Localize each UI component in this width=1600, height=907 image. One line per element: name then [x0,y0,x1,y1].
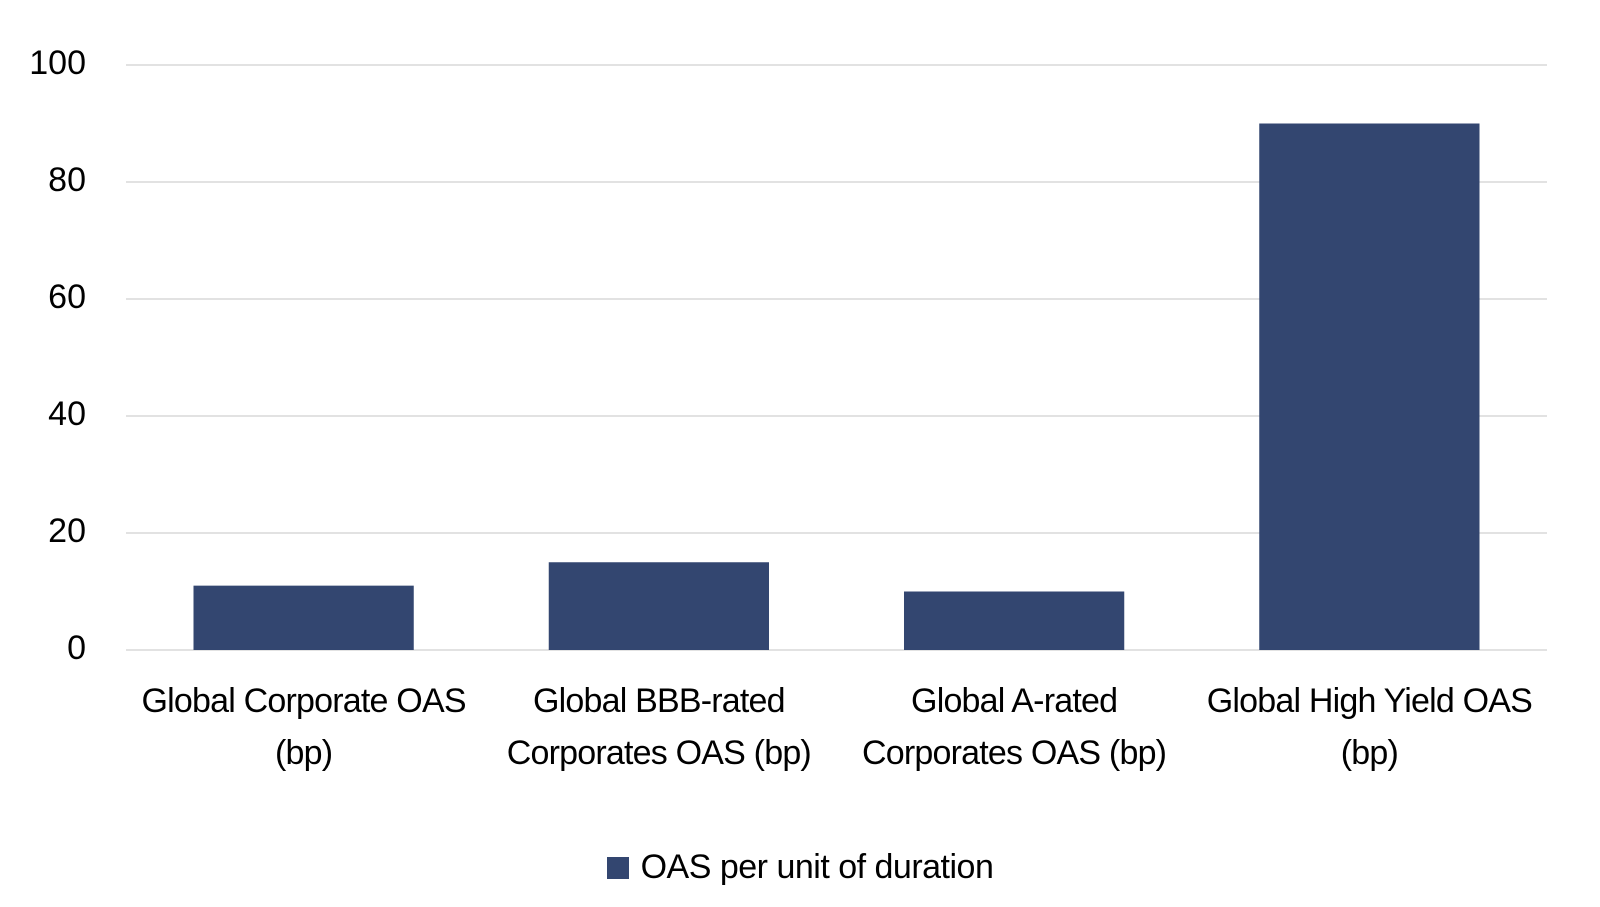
y-tick-label: 60 [48,278,86,316]
x-tick-label: Global BBB-rated Corporates OAS (bp) [506,682,812,772]
y-tick-label: 100 [29,44,86,82]
bar [548,562,770,650]
x-tick-label: Global Corporate OAS (bp) [141,682,467,772]
x-tick-label: Global High Yield OAS (bp) [1206,682,1533,772]
x-tick-label: Global A-rated Corporates OAS (bp) [862,682,1167,772]
legend: OAS per unit of duration [0,848,1600,887]
bar [1259,123,1480,650]
y-tick-label: 40 [48,395,86,433]
legend-label: OAS per unit of duration [640,848,994,886]
bar [193,585,414,650]
y-tick-label: 20 [48,512,86,550]
y-tick-label: 80 [48,161,86,199]
legend-swatch [606,856,629,879]
bar [903,591,1125,650]
y-tick-label: 0 [67,629,86,667]
